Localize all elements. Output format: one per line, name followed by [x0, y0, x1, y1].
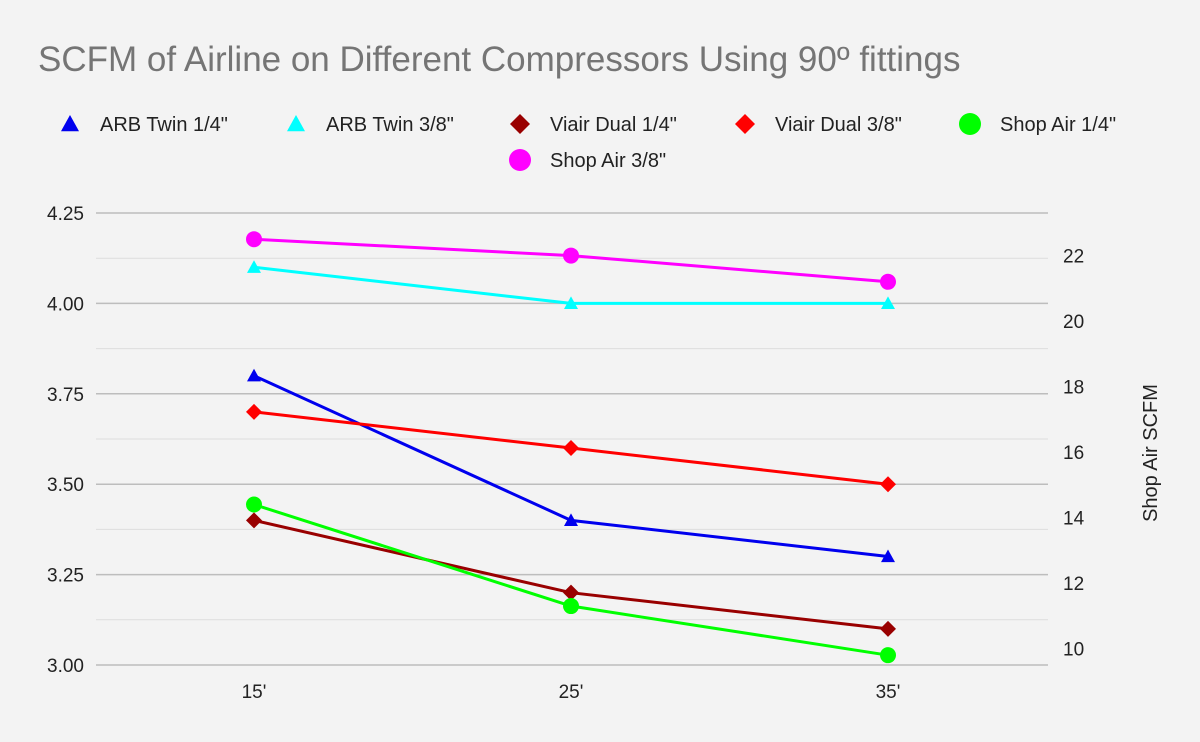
- legend-label: Shop Air 1/4": [1000, 114, 1116, 136]
- data-point: [563, 598, 579, 615]
- data-point: [246, 496, 262, 513]
- data-point: [246, 512, 262, 529]
- data-point: [881, 296, 895, 309]
- chart-title: SCFM of Airline on Different Compressors…: [38, 40, 961, 79]
- data-point: [563, 584, 579, 601]
- data-point: [881, 549, 895, 563]
- legend-label: Viair Dual 3/8": [775, 114, 902, 136]
- y-tick-label-right: 14: [1063, 509, 1085, 530]
- grid: [96, 212, 1048, 666]
- legend-swatch: [959, 113, 981, 135]
- data-point: [563, 440, 579, 457]
- legend-swatch: [735, 114, 755, 134]
- y-axis-right: 10 12 14 16 18 20 22: [1063, 247, 1085, 661]
- y-tick-label-right: 22: [1063, 247, 1084, 268]
- legend: ARB Twin 1/4" ARB Twin 3/8" Viair Dual 1/4…: [61, 113, 1116, 172]
- y-tick-label-right: 18: [1063, 378, 1084, 399]
- data-point: [246, 403, 262, 420]
- legend-label: Shop Air 3/8": [550, 150, 666, 172]
- y-tick-label-left: 3.00: [47, 656, 84, 677]
- y-tick-label-left: 4.00: [47, 294, 84, 315]
- legend-swatch: [61, 115, 79, 132]
- y-tick-label-right: 16: [1063, 443, 1084, 464]
- y-tick-label-right: 12: [1063, 574, 1084, 595]
- x-tick-label: 35': [876, 682, 901, 703]
- y-axis-left: 3.00 3.25 3.50 3.75 4.00 4.25: [47, 204, 84, 677]
- legend-label: ARB Twin 3/8": [326, 114, 454, 136]
- y-tick-label-right: 20: [1063, 312, 1084, 333]
- y-tick-label-right: 10: [1063, 640, 1084, 661]
- plot-series: [246, 231, 896, 664]
- y-axis-right-title: Shop Air SCFM: [1140, 384, 1162, 522]
- data-point: [880, 273, 896, 290]
- legend-swatch: [509, 149, 531, 171]
- data-point: [247, 260, 261, 273]
- y-tick-label-left: 4.25: [47, 204, 84, 225]
- data-point: [880, 476, 896, 493]
- x-tick-label: 25': [559, 682, 584, 703]
- data-point: [247, 368, 261, 382]
- y-tick-label-left: 3.50: [47, 475, 84, 496]
- y-tick-label-left: 3.25: [47, 566, 84, 587]
- data-point: [246, 231, 262, 248]
- legend-label: ARB Twin 1/4": [100, 114, 228, 136]
- legend-swatch: [510, 114, 530, 134]
- legend-label: Viair Dual 1/4": [550, 114, 677, 136]
- data-point: [880, 620, 896, 637]
- legend-swatch: [287, 115, 305, 132]
- x-axis: 15' 25' 35': [242, 682, 901, 703]
- data-point: [564, 513, 578, 526]
- y-tick-label-left: 3.75: [47, 385, 84, 406]
- data-point: [880, 647, 896, 664]
- x-tick-label: 15': [242, 682, 267, 703]
- data-point: [564, 296, 578, 309]
- data-point: [563, 247, 579, 264]
